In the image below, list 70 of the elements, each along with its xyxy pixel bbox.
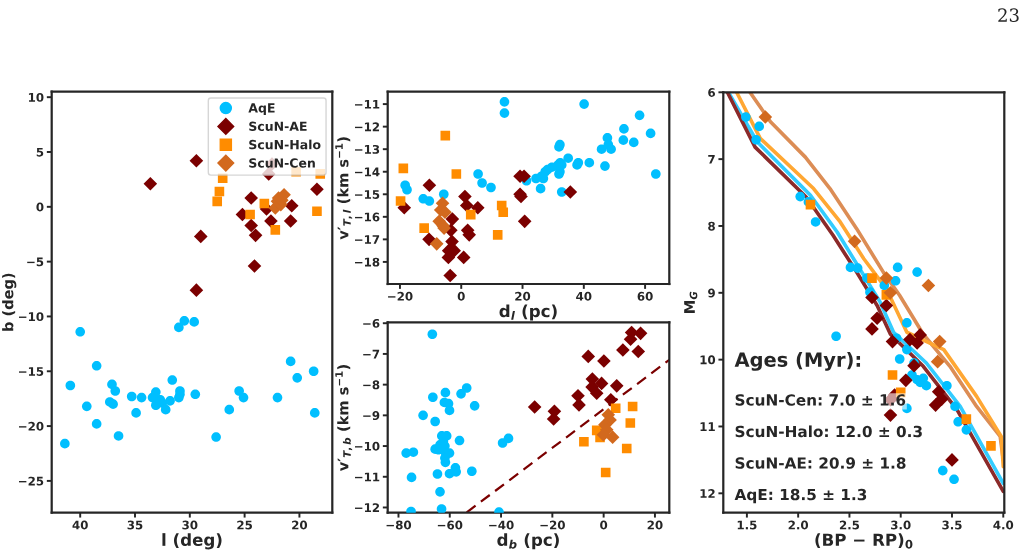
y-tick-label: −6 bbox=[363, 318, 380, 328]
legend-label: AqE bbox=[248, 103, 275, 116]
y-tick-label: −18 bbox=[354, 257, 380, 267]
y-tick-label: 6 bbox=[708, 88, 716, 97]
x-tick-label: −40 bbox=[489, 520, 514, 530]
y-tick-label: −14 bbox=[354, 167, 380, 177]
x-tick-label: 2.5 bbox=[839, 520, 860, 530]
y-tick-label: −10 bbox=[354, 441, 380, 451]
y-tick-label: −8 bbox=[363, 380, 380, 390]
y-tick-label: 11 bbox=[700, 422, 715, 431]
x-tick-label: 2.0 bbox=[788, 520, 809, 530]
y-tick-label: 7 bbox=[708, 155, 715, 164]
y-tick-label: −17 bbox=[354, 235, 380, 244]
y-tick-label: −9 bbox=[363, 411, 380, 420]
y-tick-label: −5 bbox=[27, 257, 44, 267]
text: 23 bbox=[998, 8, 1019, 22]
y-tick-label: 10 bbox=[700, 355, 716, 365]
y-tick-label: −11 bbox=[354, 472, 380, 482]
y-tick-label: 8 bbox=[708, 221, 715, 231]
legend-label: ScuN-Cen bbox=[249, 158, 315, 168]
x-tick-label: 3.5 bbox=[942, 520, 962, 530]
x-tick-label: −60 bbox=[437, 520, 463, 530]
x-tick-label: −20 bbox=[540, 520, 565, 530]
y-tick-label: 5 bbox=[36, 147, 44, 157]
annotation: ScuN-Cen: 7.0 ± 1.6 bbox=[735, 394, 906, 406]
y-tick-label: −20 bbox=[18, 421, 44, 431]
y-tick-label: 0 bbox=[36, 202, 44, 212]
x-axis-title: l (deg) bbox=[162, 533, 222, 550]
x-tick-label: 20 bbox=[515, 291, 531, 301]
y-tick-label: −15 bbox=[18, 367, 44, 376]
y-tick-label: 10 bbox=[28, 92, 44, 102]
y-tick-label: −12 bbox=[354, 503, 380, 512]
y-axis-title: v′$_{T,l}$ (km s$^{−1}$) bbox=[335, 137, 353, 240]
legend-label: ScuN-Halo bbox=[249, 139, 321, 150]
x-tick-label: 1.5 bbox=[737, 520, 757, 530]
y-tick-label: 9 bbox=[708, 288, 715, 298]
y-tick-label: 12 bbox=[700, 489, 715, 498]
y-axis-title: b (deg) bbox=[2, 273, 17, 331]
y-tick-label: −25 bbox=[18, 476, 44, 486]
y-tick-label: −16 bbox=[354, 212, 380, 222]
y-axis-title: M$_{G}$ bbox=[684, 291, 698, 313]
x-tick-label: 20 bbox=[647, 520, 663, 530]
annotation: AqE: 18.5 ± 1.3 bbox=[734, 488, 867, 504]
x-tick-label: 60 bbox=[637, 291, 653, 301]
x-tick-label: 0 bbox=[457, 291, 465, 301]
x-tick-label: 20 bbox=[292, 520, 308, 530]
x-tick-label: 40 bbox=[72, 520, 88, 530]
y-tick-label: −7 bbox=[363, 349, 380, 359]
x-tick-label: 4.0 bbox=[993, 520, 1014, 530]
x-tick-label: 3.0 bbox=[891, 520, 911, 530]
x-axis-title: d$_{b}$ (pc) bbox=[497, 533, 559, 550]
x-tick-label: 35 bbox=[127, 520, 143, 530]
y-tick-label: −15 bbox=[354, 190, 380, 199]
annotation: ScuN-Halo: 12.0 ± 0.3 bbox=[735, 425, 922, 438]
x-tick-label: 0 bbox=[600, 520, 608, 530]
y-axis-title: v′$_{T,b}$ (km s$^{−1}$) bbox=[335, 365, 353, 472]
x-tick-label: 30 bbox=[182, 520, 198, 530]
annotation: Ages (Myr): bbox=[734, 351, 861, 371]
x-axis-title: d$_{l}$ (pc) bbox=[499, 304, 557, 321]
legend-label: ScuN-AE bbox=[249, 121, 307, 131]
annotation: ScuN-AE: 20.9 ± 1.8 bbox=[735, 457, 906, 469]
x-tick-label: −20 bbox=[388, 291, 413, 301]
x-tick-label: −80 bbox=[386, 520, 412, 530]
x-tick-label: 25 bbox=[237, 520, 252, 530]
x-tick-label: 40 bbox=[576, 291, 592, 301]
y-tick-label: −10 bbox=[18, 312, 44, 322]
y-tick-label: −11 bbox=[354, 99, 380, 109]
x-axis-title: (BP − RP)$_{0}$ bbox=[815, 533, 913, 549]
y-tick-label: −12 bbox=[354, 122, 380, 132]
y-tick-label: −13 bbox=[354, 144, 380, 154]
